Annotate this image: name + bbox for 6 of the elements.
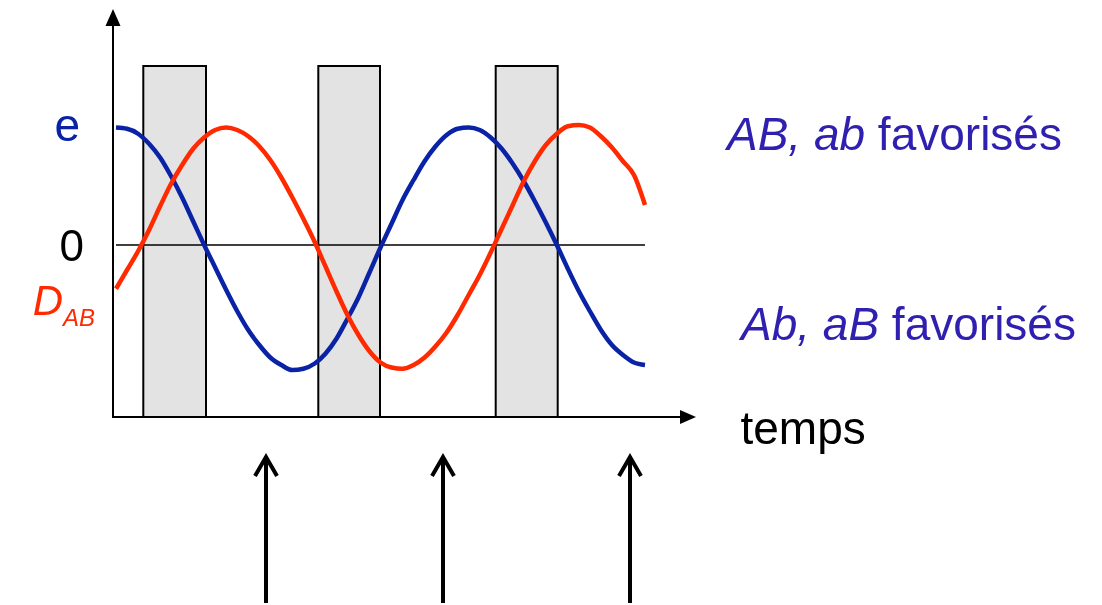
series-label: e: [54, 98, 80, 151]
series-label: D$_{AB}$: [32, 276, 95, 331]
x-axis-title: temps: [740, 401, 866, 454]
text: AB, ab favorisés: [724, 108, 1062, 160]
ref-line-label: 0: [59, 221, 84, 270]
text: Ab, aB favorisés: [738, 298, 1076, 350]
